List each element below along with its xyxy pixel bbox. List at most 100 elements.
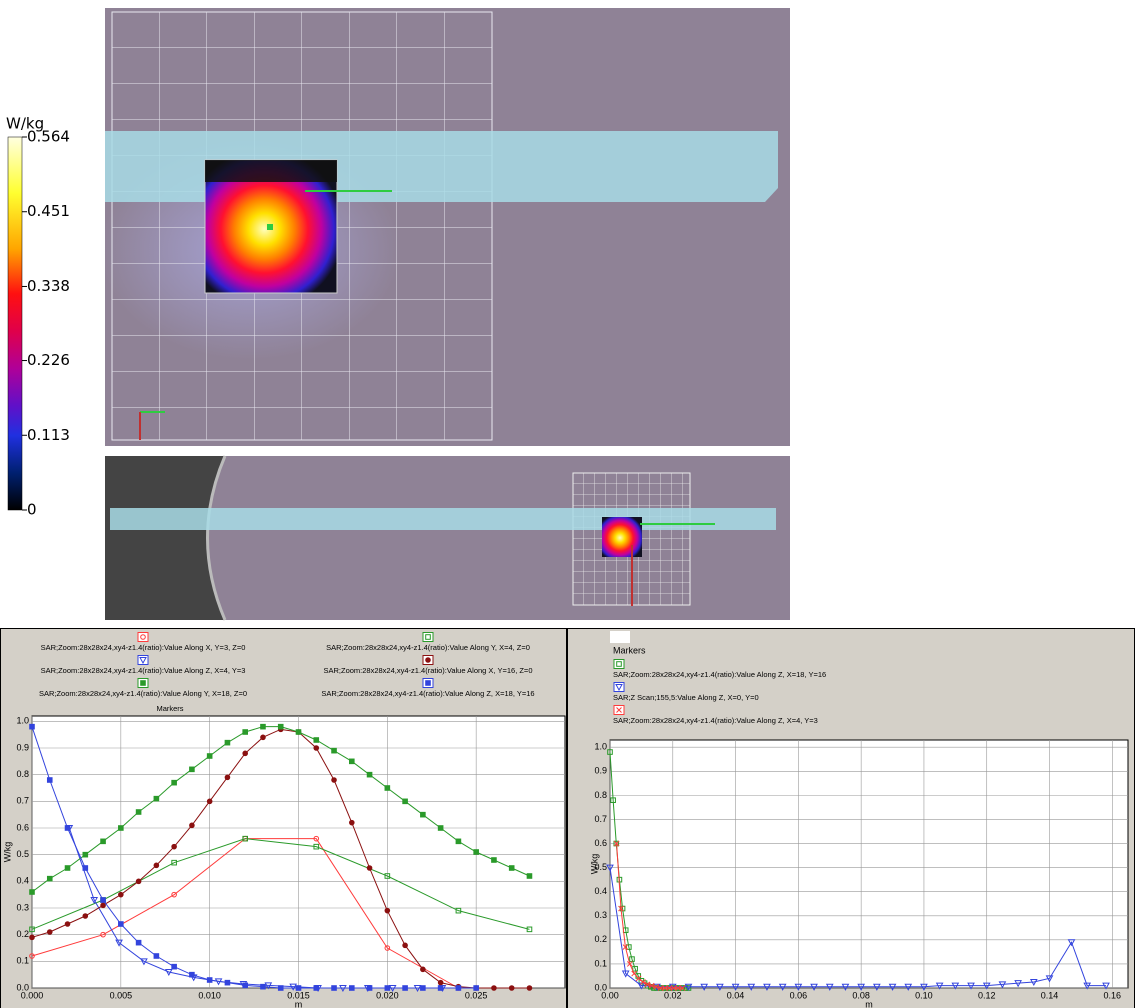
data-point xyxy=(420,985,426,991)
data-point xyxy=(1029,978,1038,987)
data-point xyxy=(420,966,426,973)
y-tick-label: 0.1 xyxy=(16,956,29,966)
data-point xyxy=(260,983,266,990)
data-point xyxy=(384,907,391,914)
data-point xyxy=(606,864,614,872)
data-point xyxy=(349,819,355,826)
x-tick-label: 0.02 xyxy=(664,990,682,1000)
data-point xyxy=(857,983,865,991)
legend-box xyxy=(610,631,630,643)
data-point xyxy=(437,985,444,991)
data-point xyxy=(425,657,431,663)
y-tick-label: 0.5 xyxy=(594,862,607,872)
data-point xyxy=(1083,982,1092,990)
data-point xyxy=(289,983,298,991)
y-axis-label: W/kg xyxy=(589,854,599,875)
data-point xyxy=(473,985,479,991)
data-point xyxy=(526,873,533,879)
legend-swatch xyxy=(137,655,149,665)
data-point xyxy=(135,809,142,815)
x-tick-label: 0.000 xyxy=(21,990,44,1000)
legend-label: SAR;Zoom:28x28x24,xy4-z1.4(ratio):Value … xyxy=(41,643,246,652)
data-point xyxy=(763,983,771,991)
series-line xyxy=(609,867,1107,988)
y-tick-label: 1.0 xyxy=(16,716,29,726)
data-point xyxy=(118,921,124,927)
data-point xyxy=(118,891,124,898)
data-point xyxy=(384,873,391,879)
data-point xyxy=(632,965,638,972)
data-point xyxy=(437,979,444,986)
data-point xyxy=(670,985,677,991)
data-point xyxy=(46,777,53,783)
y-tick-label: 0.5 xyxy=(16,849,29,859)
x-tick-label: 0.10 xyxy=(915,990,933,1000)
x-axis-label: m xyxy=(295,999,303,1008)
data-point xyxy=(491,857,497,863)
colorbar xyxy=(7,136,23,511)
data-point xyxy=(455,907,462,914)
data-point xyxy=(171,859,177,866)
colorbar-label: 0.226 xyxy=(27,351,70,369)
data-point xyxy=(100,838,106,845)
data-point xyxy=(1102,982,1110,990)
y-tick-label: 0.0 xyxy=(16,982,29,992)
data-point xyxy=(491,985,497,991)
y-tick-label: 0.8 xyxy=(594,790,607,800)
data-point xyxy=(313,835,320,842)
y-tick-label: 0.2 xyxy=(594,934,607,944)
data-point xyxy=(425,634,431,640)
data-point xyxy=(935,982,944,990)
zoom-heatmap-small xyxy=(602,517,642,557)
data-point xyxy=(331,777,337,783)
legend-label: SAR;Zoom:28x28x24,xy4-z1.4(ratio):Value … xyxy=(613,716,818,725)
data-point xyxy=(616,707,622,713)
data-point xyxy=(189,822,195,829)
data-point xyxy=(653,983,660,990)
colorbar-label: 0 xyxy=(27,501,37,519)
data-point xyxy=(264,982,273,990)
data-point xyxy=(46,875,53,882)
y-tick-label: 0.1 xyxy=(594,958,607,968)
x-tick-label: 0.12 xyxy=(978,990,996,1000)
colorbar-label: 0.338 xyxy=(27,277,70,295)
data-point xyxy=(384,785,391,791)
x-tick-label: 0.00 xyxy=(601,990,619,1000)
data-point xyxy=(666,985,673,991)
colorbar-unit: W/kg xyxy=(6,115,44,133)
phantom-strip-small xyxy=(110,508,776,530)
y-tick-label: 0.0 xyxy=(594,982,607,992)
data-point xyxy=(700,983,709,991)
data-point xyxy=(618,905,624,912)
data-point xyxy=(420,811,426,818)
data-point xyxy=(171,891,177,898)
data-point xyxy=(679,985,686,991)
data-point xyxy=(277,985,284,991)
data-point xyxy=(46,929,53,935)
data-point xyxy=(384,945,391,951)
data-point xyxy=(967,982,975,990)
series-line xyxy=(31,726,477,989)
data-point xyxy=(140,680,146,686)
data-point xyxy=(998,981,1007,989)
series-line xyxy=(616,843,683,989)
legend-swatch xyxy=(422,632,434,642)
data-point xyxy=(242,835,248,842)
y-tick-label: 0.7 xyxy=(16,796,29,806)
data-point xyxy=(402,985,408,991)
data-point xyxy=(313,985,320,991)
data-point xyxy=(825,983,834,991)
data-point xyxy=(508,985,515,991)
y-tick-label: 0.2 xyxy=(16,929,29,939)
data-point xyxy=(242,982,248,989)
data-point xyxy=(951,982,960,990)
data-point xyxy=(615,684,623,692)
data-point xyxy=(621,970,630,978)
data-point xyxy=(64,825,71,831)
phantom-rim xyxy=(206,455,227,621)
x-tick-label: 0.020 xyxy=(376,990,399,1000)
x-tick-label: 0.025 xyxy=(465,990,488,1000)
y-tick-label: 0.6 xyxy=(594,838,607,848)
y-tick-label: 0.6 xyxy=(16,822,29,832)
